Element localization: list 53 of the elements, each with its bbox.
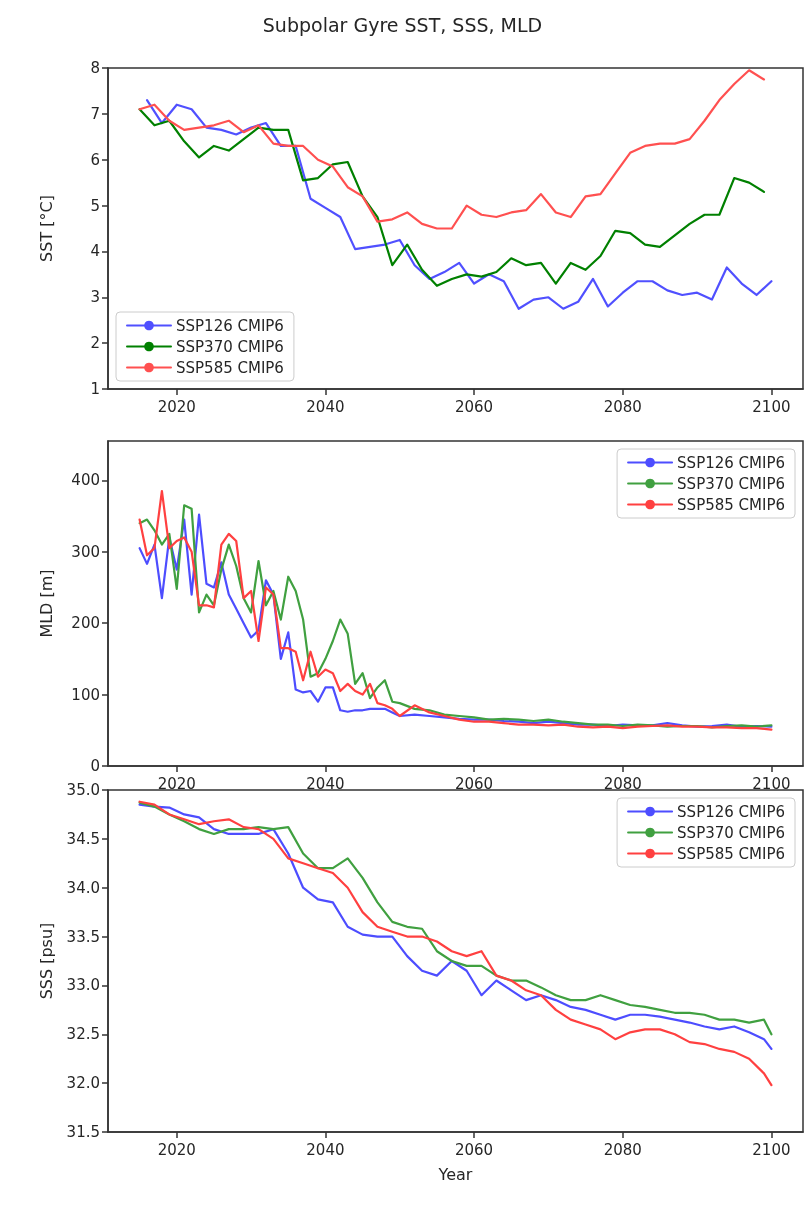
- chart-title: Subpolar Gyre SST, SSS, MLD: [262, 13, 543, 36]
- y-tick-label: 100: [71, 685, 100, 704]
- x-tick-label: 2080: [603, 397, 642, 416]
- line-series: [145, 99, 773, 310]
- line-series: [138, 108, 766, 287]
- legend-label: SSP585 CMIP6: [677, 495, 786, 514]
- x-tick-label: 2080: [603, 1140, 642, 1159]
- y-tick-label: 0: [90, 757, 100, 775]
- line-series: [138, 69, 766, 230]
- x-tick-label: 2020: [157, 774, 196, 793]
- x-tick-label: 2040: [306, 397, 345, 416]
- y-tick-label: 31.5: [66, 1123, 100, 1141]
- x-tick-label: 2040: [306, 1140, 345, 1159]
- y-axis-title: SST [°C]: [36, 195, 56, 262]
- y-tick-label: 300: [71, 542, 100, 561]
- y-tick-label: 400: [71, 471, 100, 490]
- x-tick-label: 2020: [157, 1140, 196, 1159]
- legend-label: SSP585 CMIP6: [176, 358, 284, 377]
- y-tick-label: 3: [90, 288, 100, 307]
- y-axis-title: SSS [psu]: [36, 922, 56, 1000]
- y-tick-label: 33.5: [66, 927, 100, 946]
- y-tick-label: 200: [71, 614, 100, 633]
- legend-label: SSP126 CMIP6: [176, 316, 284, 335]
- y-tick-label: 33.0: [66, 976, 100, 995]
- x-tick-label: 2020: [157, 397, 196, 416]
- x-axis-title: Year: [437, 1164, 473, 1184]
- y-tick-label: 2: [90, 334, 100, 353]
- legend-label: SSP126 CMIP6: [677, 453, 786, 472]
- y-tick-label: 5: [90, 196, 100, 215]
- x-tick-label: 2080: [603, 774, 642, 793]
- legend-label: SSP585 CMIP6: [677, 844, 786, 863]
- y-tick-label: 7: [90, 104, 100, 123]
- x-tick-label: 2060: [454, 774, 494, 793]
- y-tick-label: 34.0: [66, 878, 100, 897]
- y-tick-label: 34.5: [66, 829, 100, 848]
- y-tick-label: 4: [90, 242, 100, 261]
- y-tick-label: 1: [90, 380, 100, 398]
- legend-label: SSP126 CMIP6: [677, 802, 786, 821]
- y-axis-title: MLD [m]: [36, 569, 56, 638]
- x-tick-label: 2100: [752, 774, 791, 793]
- x-tick-label: 2060: [454, 1140, 494, 1159]
- y-tick-label: 32.0: [66, 1074, 100, 1093]
- legend-label: SSP370 CMIP6: [677, 823, 786, 842]
- y-tick-label: 32.5: [66, 1025, 100, 1044]
- y-tick-label: 8: [90, 59, 100, 77]
- y-tick-label: 6: [90, 150, 100, 169]
- legend-label: SSP370 CMIP6: [176, 337, 284, 356]
- x-tick-label: 2100: [752, 1140, 791, 1159]
- x-tick-label: 2100: [752, 397, 791, 416]
- x-tick-label: 2060: [454, 397, 494, 416]
- legend-label: SSP370 CMIP6: [677, 474, 786, 493]
- y-tick-label: 35.0: [66, 781, 100, 799]
- x-tick-label: 2040: [306, 774, 345, 793]
